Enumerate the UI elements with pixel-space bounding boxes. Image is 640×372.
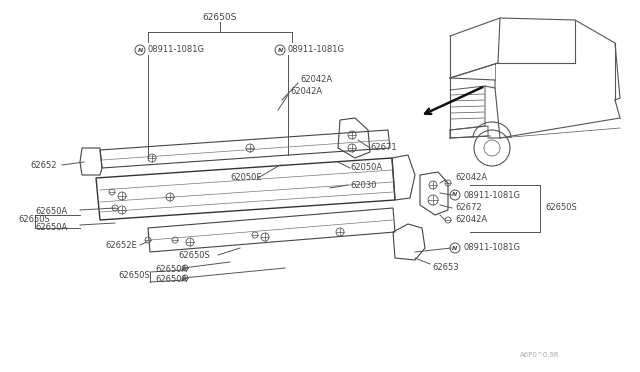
Text: 62652E: 62652E: [105, 241, 137, 250]
Text: 08911-1081G: 08911-1081G: [463, 244, 520, 253]
Text: 62042A: 62042A: [300, 76, 332, 84]
Text: 62050A: 62050A: [350, 164, 382, 173]
Text: 62650A: 62650A: [35, 208, 67, 217]
Text: 62671: 62671: [370, 144, 397, 153]
Text: 62650S: 62650S: [18, 215, 50, 224]
Text: N: N: [452, 192, 458, 198]
Text: 62042A: 62042A: [455, 173, 487, 183]
Text: 62652: 62652: [30, 160, 56, 170]
Text: 62030: 62030: [350, 180, 376, 189]
Text: 08911-1081G: 08911-1081G: [288, 45, 345, 55]
Text: 62650S: 62650S: [178, 251, 210, 260]
Text: A6P0^0.9R: A6P0^0.9R: [520, 352, 560, 358]
Text: 62650S: 62650S: [545, 203, 577, 212]
Text: 62042A: 62042A: [290, 87, 322, 96]
Text: 62650A: 62650A: [155, 266, 188, 275]
Text: N: N: [138, 48, 143, 52]
Text: 08911-1081G: 08911-1081G: [148, 45, 205, 55]
Text: 62042A: 62042A: [455, 215, 487, 224]
Text: 62672: 62672: [455, 203, 482, 212]
Text: N: N: [452, 246, 458, 250]
Text: 62653: 62653: [432, 263, 459, 273]
Text: 62650S: 62650S: [118, 270, 150, 279]
Text: 62650A: 62650A: [35, 224, 67, 232]
Text: 62050E: 62050E: [230, 173, 262, 183]
Text: N: N: [277, 48, 283, 52]
Text: 08911-1081G: 08911-1081G: [463, 190, 520, 199]
Text: 62650A: 62650A: [155, 276, 188, 285]
Text: 62650S: 62650S: [203, 13, 237, 22]
